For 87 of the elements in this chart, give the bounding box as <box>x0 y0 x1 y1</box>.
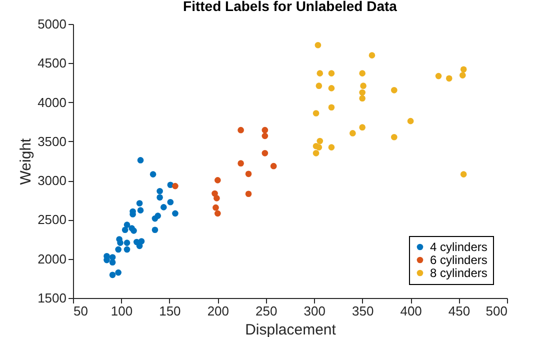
point <box>137 207 144 214</box>
point <box>245 190 252 198</box>
point <box>359 124 366 130</box>
chart-title: Fitted Labels for Unlabeled Data <box>183 0 398 14</box>
point <box>137 157 144 164</box>
y-tick-label: 2500 <box>38 212 66 228</box>
point <box>167 198 174 206</box>
point <box>459 72 466 78</box>
point <box>214 177 221 184</box>
point <box>350 130 356 136</box>
point <box>359 95 366 102</box>
point <box>316 144 322 150</box>
point <box>212 190 218 197</box>
point <box>316 138 324 144</box>
point <box>109 259 116 266</box>
y-tick-label: 2000 <box>38 251 66 266</box>
x-tick-label: 400 <box>400 304 422 318</box>
point <box>359 89 366 96</box>
point <box>160 204 167 210</box>
point <box>136 200 143 206</box>
point <box>152 226 158 234</box>
point <box>238 160 244 167</box>
x-tick-label: 200 <box>207 304 230 318</box>
point <box>124 222 130 228</box>
point <box>156 194 163 201</box>
y-tick-label: 1500 <box>38 290 66 306</box>
point <box>328 144 335 150</box>
point <box>156 188 163 194</box>
x-tick-label: 450 <box>448 304 470 318</box>
point <box>122 226 128 234</box>
point <box>435 72 442 80</box>
x-tick-label: 350 <box>352 304 374 318</box>
point <box>359 70 366 76</box>
point <box>314 42 322 48</box>
legend-label: 4 cylinders <box>430 240 488 254</box>
point <box>316 70 324 76</box>
point <box>130 228 137 234</box>
x-tick-label: 300 <box>304 304 326 318</box>
point <box>104 256 110 264</box>
point <box>407 118 414 124</box>
y-tick-label: 5000 <box>38 16 66 32</box>
point <box>316 82 322 89</box>
point <box>328 70 335 76</box>
x-tick-label: 250 <box>256 304 278 318</box>
x-tick-label: 500 <box>486 304 508 318</box>
point <box>360 82 366 89</box>
point <box>136 242 143 250</box>
point <box>368 52 376 58</box>
point <box>212 204 219 211</box>
point <box>262 132 268 140</box>
point <box>328 85 335 92</box>
point <box>124 240 130 246</box>
point <box>109 254 116 260</box>
point <box>115 269 122 276</box>
point <box>214 195 220 202</box>
point <box>124 246 130 253</box>
point <box>270 162 277 170</box>
point <box>262 126 268 134</box>
point <box>115 246 122 253</box>
point <box>150 171 156 178</box>
y-tick-label: 3500 <box>38 134 66 149</box>
point <box>117 240 124 246</box>
point <box>152 215 158 222</box>
point <box>391 134 398 140</box>
point <box>109 272 116 278</box>
point <box>460 66 467 73</box>
point <box>214 210 221 217</box>
point <box>312 150 320 156</box>
point <box>172 210 178 217</box>
y-tick-label: 4500 <box>38 56 66 71</box>
point <box>172 182 178 190</box>
legend-label: 8 cylinders <box>430 266 488 280</box>
x-tick-label: 50 <box>74 304 88 318</box>
point <box>328 104 335 111</box>
point <box>446 75 452 82</box>
point <box>245 170 252 178</box>
point <box>238 126 244 134</box>
point <box>262 150 268 156</box>
legend-label: 6 cylinders <box>430 253 488 267</box>
y-tick-label: 3000 <box>38 173 66 188</box>
x-tick-label: 150 <box>159 304 181 318</box>
point <box>460 171 467 178</box>
point <box>312 110 320 116</box>
y-axis-title: Weight <box>18 137 35 185</box>
y-tick-label: 4000 <box>38 94 66 110</box>
point <box>391 86 398 94</box>
x-tick-label: 100 <box>110 304 133 318</box>
